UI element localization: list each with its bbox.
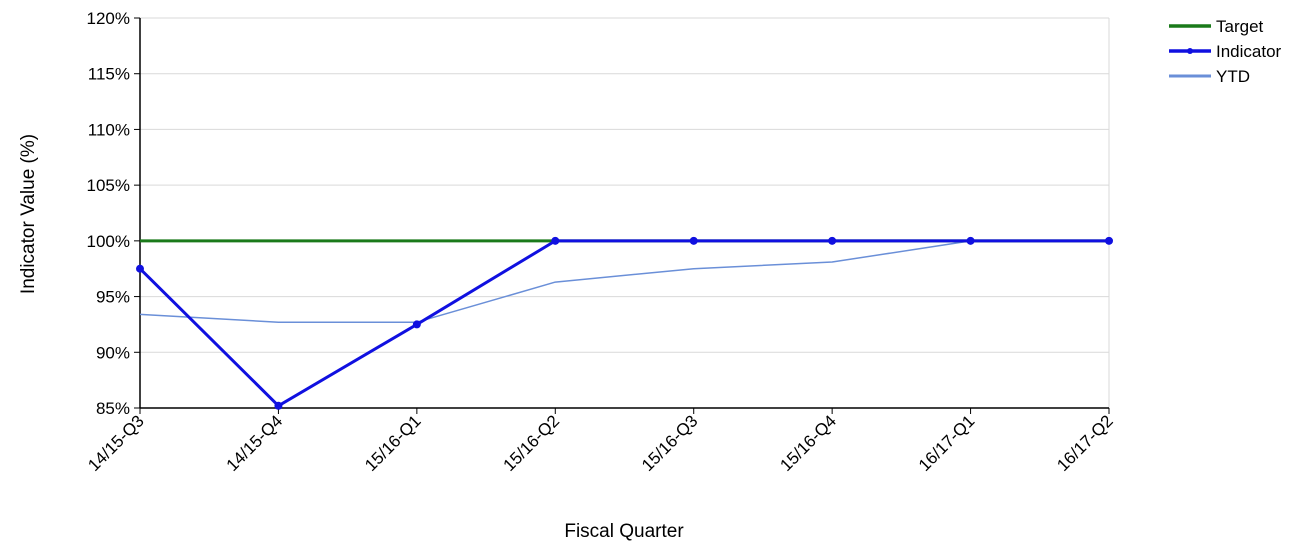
legend-label-ytd: YTD bbox=[1216, 67, 1250, 86]
x-tick-label: 14/15-Q4 bbox=[223, 411, 287, 475]
data-point-indicator bbox=[828, 236, 837, 245]
y-tick-label: 85% bbox=[96, 399, 130, 418]
x-tick-label: 15/16-Q1 bbox=[361, 411, 425, 475]
legend: Target Indicator YTD bbox=[1169, 17, 1282, 86]
x-tick-label: 15/16-Q4 bbox=[776, 411, 840, 475]
x-tick-label: 14/15-Q3 bbox=[84, 411, 148, 475]
y-axis-ticks: 85% 90% 95% 100% 105% 110% 115% 120% bbox=[87, 9, 140, 418]
data-point-indicator bbox=[1105, 236, 1113, 245]
legend-label-target: Target bbox=[1216, 17, 1264, 36]
y-tick-label: 115% bbox=[88, 65, 130, 84]
x-axis-ticks: 14/15-Q3 14/15-Q4 15/16-Q1 15/16-Q2 15/16-Q3… bbox=[84, 408, 1117, 475]
y-tick-label: 90% bbox=[96, 343, 130, 362]
x-tick-label: 15/16-Q3 bbox=[638, 411, 702, 475]
series-group bbox=[136, 236, 1113, 410]
legend-marker-indicator bbox=[1187, 48, 1193, 54]
data-point-indicator bbox=[136, 264, 144, 273]
data-point-indicator bbox=[966, 236, 975, 245]
y-tick-label: 110% bbox=[88, 120, 130, 139]
series-line-indicator bbox=[138, 239, 1109, 408]
axes bbox=[139, 18, 1109, 409]
y-tick-label: 120% bbox=[87, 9, 130, 28]
y-axis-title: Indicator Value (%) bbox=[18, 134, 39, 294]
y-tick-label: 100% bbox=[87, 232, 130, 251]
x-tick-label: 15/16-Q2 bbox=[500, 411, 564, 475]
series-line-ytd bbox=[139, 240, 1109, 323]
data-point-indicator bbox=[689, 236, 698, 245]
x-tick-label: 16/17-Q2 bbox=[1053, 411, 1117, 475]
legend-label-indicator: Indicator bbox=[1216, 42, 1282, 61]
data-point-indicator bbox=[551, 236, 560, 245]
data-point-indicator bbox=[274, 401, 283, 410]
grid-lines bbox=[140, 17, 1110, 408]
x-axis-title: Fiscal Quarter bbox=[564, 521, 684, 542]
y-tick-label: 95% bbox=[96, 288, 130, 307]
y-tick-label: 105% bbox=[87, 176, 130, 195]
data-point-indicator bbox=[412, 320, 421, 329]
x-tick-label: 16/17-Q1 bbox=[915, 411, 979, 475]
